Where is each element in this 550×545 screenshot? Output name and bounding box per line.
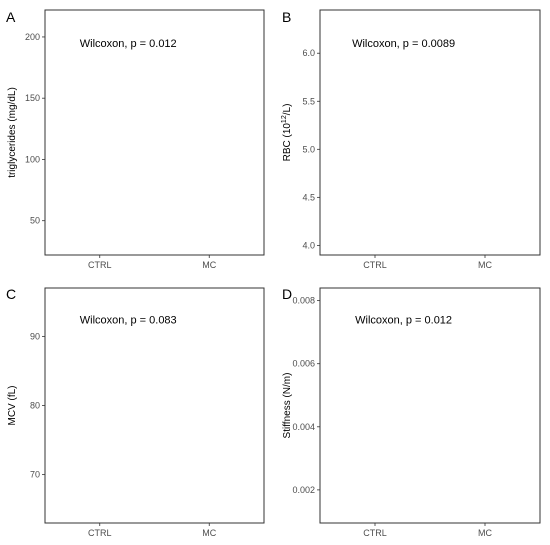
panel-d: 0.002 0.004 0.006 0.008 CTRL MC Stiffness (N/m…: [282, 286, 541, 538]
panel-letter: A: [6, 9, 16, 25]
y-axis-title-part: /L): [282, 104, 293, 116]
y-tick-label: 4.0: [302, 240, 315, 250]
y-axis-title-superscript: 12: [281, 115, 288, 123]
y-tick-label: 150: [25, 93, 40, 103]
y-tick-label: 5.5: [302, 96, 315, 106]
panel-letter: D: [282, 286, 292, 302]
y-tick-label: 5.0: [302, 144, 315, 154]
y-axis-title: MCV (fL): [7, 386, 18, 426]
stat-annotation: Wilcoxon, p = 0.0089: [352, 38, 455, 50]
y-tick-label: 80: [30, 401, 40, 411]
x-tick-label: MC: [202, 528, 216, 538]
y-tick-label: 6.0: [302, 48, 315, 58]
x-tick-label: CTRL: [88, 260, 112, 270]
panel-letter: B: [282, 9, 291, 25]
y-tick-label: 0.002: [292, 485, 315, 495]
panel-c: 70 80 90 CTRL MC MCV (fL) Wilcoxon, p = 0.083 C: [6, 286, 265, 538]
x-tick-label: CTRL: [88, 528, 112, 538]
y-tick-label: 100: [25, 154, 40, 164]
stat-annotation: Wilcoxon, p = 0.083: [80, 314, 177, 326]
x-tick-label: CTRL: [363, 260, 387, 270]
y-tick-label: 90: [30, 331, 40, 341]
panel-letter: C: [6, 286, 16, 302]
plot-frame: [319, 9, 541, 256]
y-axis-title: RBC (1012/L): [281, 104, 293, 162]
panel-a: 50 100 150 200 CTRL MC triglycerides (mg/dL) Wi…: [6, 9, 265, 270]
x-tick-label: MC: [202, 260, 216, 270]
x-tick-label: MC: [478, 528, 492, 538]
y-axis-title-part: RBC (10: [282, 123, 293, 162]
y-axis-title: Stiffness (N/m): [282, 373, 293, 439]
stat-annotation: Wilcoxon, p = 0.012: [80, 38, 177, 50]
plot-frame: [44, 9, 265, 256]
y-tick-label: 0.004: [292, 422, 315, 432]
stat-annotation: Wilcoxon, p = 0.012: [355, 314, 452, 326]
y-tick-label: 50: [30, 216, 40, 226]
y-tick-label: 0.008: [292, 296, 315, 306]
y-tick-label: 200: [25, 32, 40, 42]
plot-frame: [319, 287, 541, 524]
panel-b: 4.0 4.5 5.0 5.5 6.0 CTRL MC RBC (1012/L) Wilcoxo…: [281, 9, 541, 270]
y-tick-label: 70: [30, 470, 40, 480]
y-axis-title: triglycerides (mg/dL): [7, 87, 18, 178]
y-tick-label: 4.5: [302, 192, 315, 202]
x-tick-label: MC: [478, 260, 492, 270]
y-tick-label: 0.006: [292, 359, 315, 369]
x-tick-label: CTRL: [363, 528, 387, 538]
plot-frame: [44, 287, 265, 524]
